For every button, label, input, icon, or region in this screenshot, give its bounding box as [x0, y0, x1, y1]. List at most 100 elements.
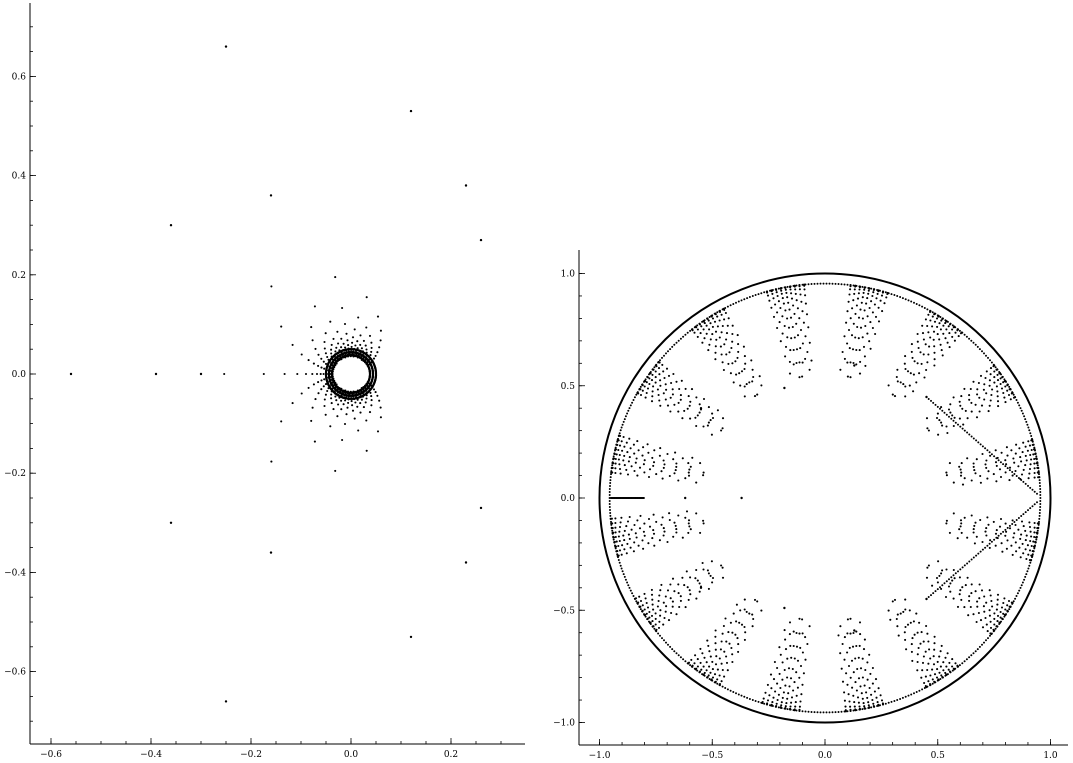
right-data-point [1014, 597, 1017, 600]
right-data-point [718, 674, 721, 677]
right-data-point [856, 297, 860, 300]
right-data-point [857, 677, 861, 680]
left-data-point [310, 419, 313, 422]
right-data-point [866, 297, 869, 300]
right-data-point [790, 656, 793, 659]
right-data-point [785, 702, 788, 705]
right-data-point [677, 654, 680, 657]
right-data-point [751, 295, 754, 297]
right-data-point [788, 372, 792, 375]
right-data-point [618, 539, 621, 543]
right-data-point [941, 584, 944, 587]
left-data-point [368, 334, 372, 337]
right-data-point [945, 519, 948, 522]
left-data-point [365, 419, 368, 422]
right-data-point [778, 672, 781, 675]
right-data-point [665, 388, 668, 391]
right-data-point [1024, 511, 1027, 514]
right-data-point [795, 299, 798, 302]
right-data-point [965, 658, 968, 661]
right-data-point [722, 624, 725, 628]
right-data-point [762, 697, 765, 700]
right-data-point [804, 302, 807, 305]
right-data-point [843, 691, 846, 694]
right-data-point [961, 427, 964, 430]
right-data-point [1024, 575, 1027, 578]
right-data-point [666, 404, 670, 407]
right-data-point [789, 285, 792, 288]
right-data-point [793, 312, 796, 315]
right-data-point [735, 692, 737, 695]
right-data-point [859, 633, 862, 636]
right-data-point [939, 407, 941, 410]
right-data-point [1028, 525, 1032, 529]
right-data-point [667, 350, 669, 353]
right-data-point [874, 315, 878, 318]
right-data-point [639, 608, 642, 611]
right-data-point [858, 705, 861, 708]
right-data-point [925, 395, 928, 399]
right-data-point [664, 610, 667, 613]
right-data-point [940, 421, 943, 424]
right-data-point [696, 414, 699, 417]
right-data-point [696, 335, 699, 338]
right-data-point [868, 686, 871, 690]
right-data-point [644, 615, 647, 618]
right-data-point [1021, 412, 1024, 415]
right-data-point [773, 660, 776, 664]
left-data-point [370, 350, 373, 353]
right-data-point [731, 332, 734, 336]
right-data-point [684, 387, 687, 390]
right-data-point [695, 512, 698, 515]
right-data-point [659, 379, 662, 382]
right-data-point [856, 696, 860, 699]
right-data-point [748, 612, 751, 615]
right-data-point [948, 346, 951, 349]
right-data-point [665, 352, 667, 355]
right-data-point [667, 374, 671, 377]
right-data-point [940, 587, 943, 590]
right-data-point [931, 678, 934, 681]
right-data-point [609, 514, 612, 517]
right-data-point [700, 325, 703, 328]
right-data-point [720, 640, 723, 643]
left-data-point [376, 430, 380, 433]
right-data-point [919, 642, 922, 645]
right-data-point [714, 629, 717, 632]
right-data-point [958, 465, 961, 468]
right-data-point [855, 348, 858, 352]
left-data-point [323, 404, 326, 408]
right-data-point [895, 617, 898, 621]
right-data-point [889, 618, 892, 621]
right-data-point [883, 302, 886, 305]
left-data-point [343, 322, 347, 326]
right-data-point [1008, 469, 1011, 472]
right-data-point [637, 449, 640, 452]
left-data-point [379, 329, 382, 332]
right-data-point [931, 682, 934, 685]
right-data-point [988, 404, 991, 407]
right-data-point [970, 479, 973, 482]
right-data-point [737, 300, 740, 303]
right-data-point [969, 605, 972, 609]
right-data-point [740, 623, 744, 626]
right-data-point [966, 457, 969, 460]
right-data-point [988, 379, 991, 382]
right-data-point [630, 528, 633, 531]
right-data-point [642, 547, 645, 550]
right-data-point [766, 683, 769, 686]
right-data-point [871, 698, 874, 702]
right-data-point [942, 669, 945, 672]
right-data-point [693, 331, 696, 334]
right-data-point [720, 564, 723, 567]
right-data-point [929, 684, 932, 687]
right-data-point [870, 706, 873, 709]
right-data-point [760, 384, 763, 387]
right-data-point [698, 403, 701, 406]
right-data-point [706, 317, 709, 320]
right-data-point [941, 424, 944, 427]
right-data-point [941, 354, 944, 357]
right-data-point [664, 595, 667, 598]
left-data-point [369, 354, 372, 357]
right-data-point [627, 460, 630, 463]
